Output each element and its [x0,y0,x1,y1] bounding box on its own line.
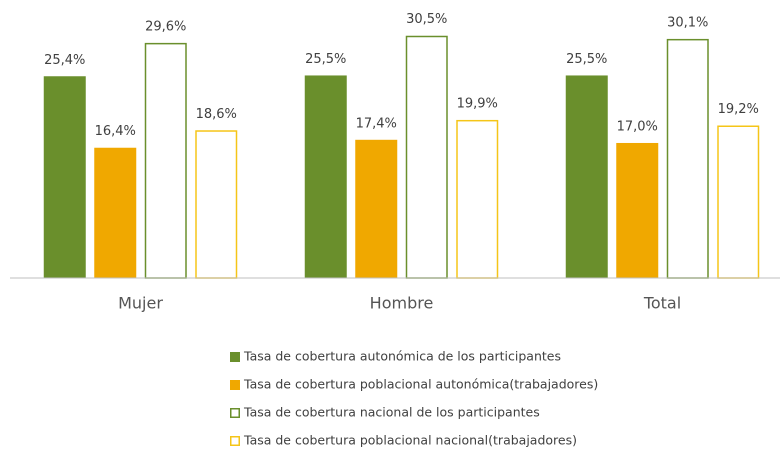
bar [405,35,448,279]
value-label: 25,5% [566,52,607,67]
legend-label: Tasa de cobertura poblacional autonómica… [243,377,598,392]
x-tick-label: Hombre [370,294,434,313]
value-label: 25,4% [44,53,85,68]
x-tick-label: Mujer [118,294,163,313]
value-label: 19,9% [457,96,498,111]
value-label: 17,0% [617,119,658,134]
x-tick-label: Total [643,294,681,313]
bar [195,130,238,279]
bar [43,76,86,278]
legend-swatch [230,352,240,362]
value-label: 25,5% [305,52,346,67]
legend-label: Tasa de cobertura nacional de los partic… [243,405,540,420]
legend-swatch [230,436,240,446]
bar [144,42,187,279]
bar [616,142,659,278]
legend-swatch [230,380,240,390]
legend-label: Tasa de cobertura poblacional nacional(t… [243,433,577,448]
bar [456,119,499,279]
legend-swatch [230,408,240,418]
bar [304,75,347,278]
value-label: 17,4% [356,116,397,131]
bar [666,38,709,279]
value-label: 16,4% [95,124,136,139]
legend-label: Tasa de cobertura autonómica de los part… [243,349,561,364]
bar [565,75,608,278]
value-label: 29,6% [145,19,186,34]
value-label: 19,2% [718,102,759,117]
value-label: 30,5% [406,12,447,27]
value-label: 18,6% [196,107,237,122]
bar [717,125,760,279]
bar [94,147,137,278]
value-label: 30,1% [667,15,708,30]
bar [355,139,398,278]
